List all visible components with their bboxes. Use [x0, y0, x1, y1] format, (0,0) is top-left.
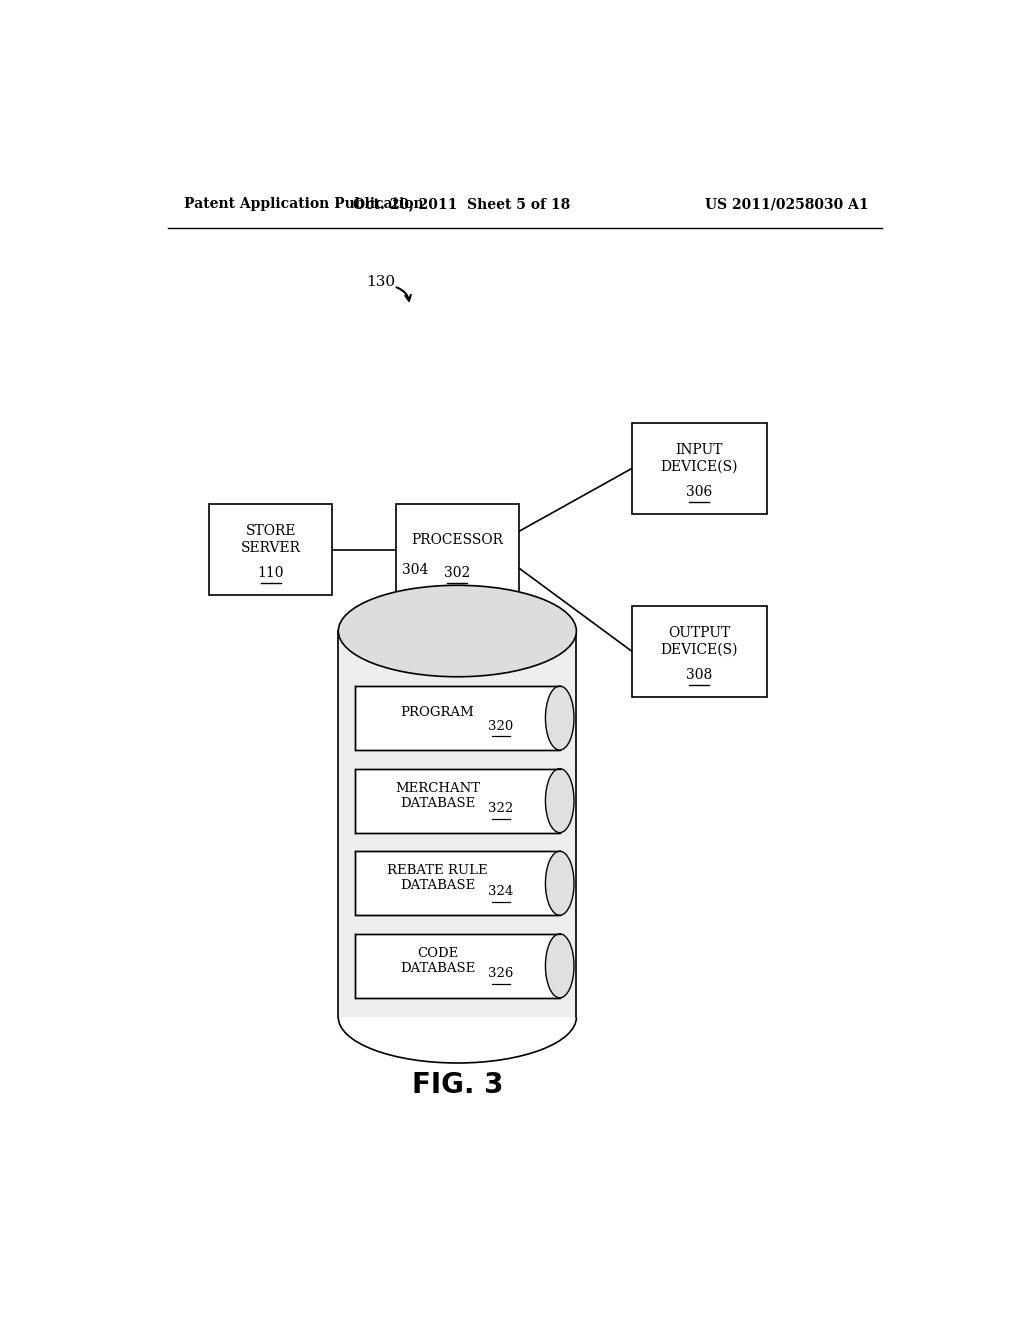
- Text: 324: 324: [488, 884, 514, 898]
- Ellipse shape: [546, 851, 574, 915]
- Text: US 2011/0258030 A1: US 2011/0258030 A1: [705, 197, 868, 211]
- Ellipse shape: [546, 686, 574, 750]
- Text: CODE
DATABASE: CODE DATABASE: [400, 946, 475, 974]
- Text: 326: 326: [488, 968, 514, 981]
- Bar: [338, 631, 577, 1018]
- Bar: [355, 933, 560, 998]
- Text: 320: 320: [488, 719, 514, 733]
- Text: REBATE RULE
DATABASE: REBATE RULE DATABASE: [387, 865, 487, 892]
- Ellipse shape: [546, 933, 574, 998]
- Text: 302: 302: [444, 566, 470, 579]
- Bar: [355, 851, 560, 915]
- Bar: [396, 504, 519, 595]
- Bar: [355, 768, 560, 833]
- Text: Oct. 20, 2011  Sheet 5 of 18: Oct. 20, 2011 Sheet 5 of 18: [352, 197, 570, 211]
- Bar: [355, 686, 560, 750]
- Text: OUTPUT
DEVICE(S): OUTPUT DEVICE(S): [660, 626, 738, 656]
- Text: MERCHANT
DATABASE: MERCHANT DATABASE: [395, 781, 480, 809]
- Text: FIG. 3: FIG. 3: [412, 1072, 503, 1100]
- Text: PROGRAM: PROGRAM: [400, 706, 474, 719]
- Text: PROCESSOR: PROCESSOR: [412, 532, 504, 546]
- Bar: [632, 606, 767, 697]
- Text: STORE
SERVER: STORE SERVER: [241, 524, 301, 554]
- Text: 322: 322: [488, 803, 514, 816]
- Text: INPUT
DEVICE(S): INPUT DEVICE(S): [660, 444, 738, 474]
- Ellipse shape: [338, 585, 577, 677]
- Text: 308: 308: [686, 668, 713, 681]
- Text: 110: 110: [258, 566, 284, 579]
- Bar: [632, 422, 767, 515]
- Bar: [209, 504, 333, 595]
- Text: 130: 130: [367, 276, 395, 289]
- Text: 304: 304: [401, 564, 428, 577]
- Text: Patent Application Publication: Patent Application Publication: [183, 197, 423, 211]
- Ellipse shape: [546, 768, 574, 833]
- Text: 306: 306: [686, 484, 713, 499]
